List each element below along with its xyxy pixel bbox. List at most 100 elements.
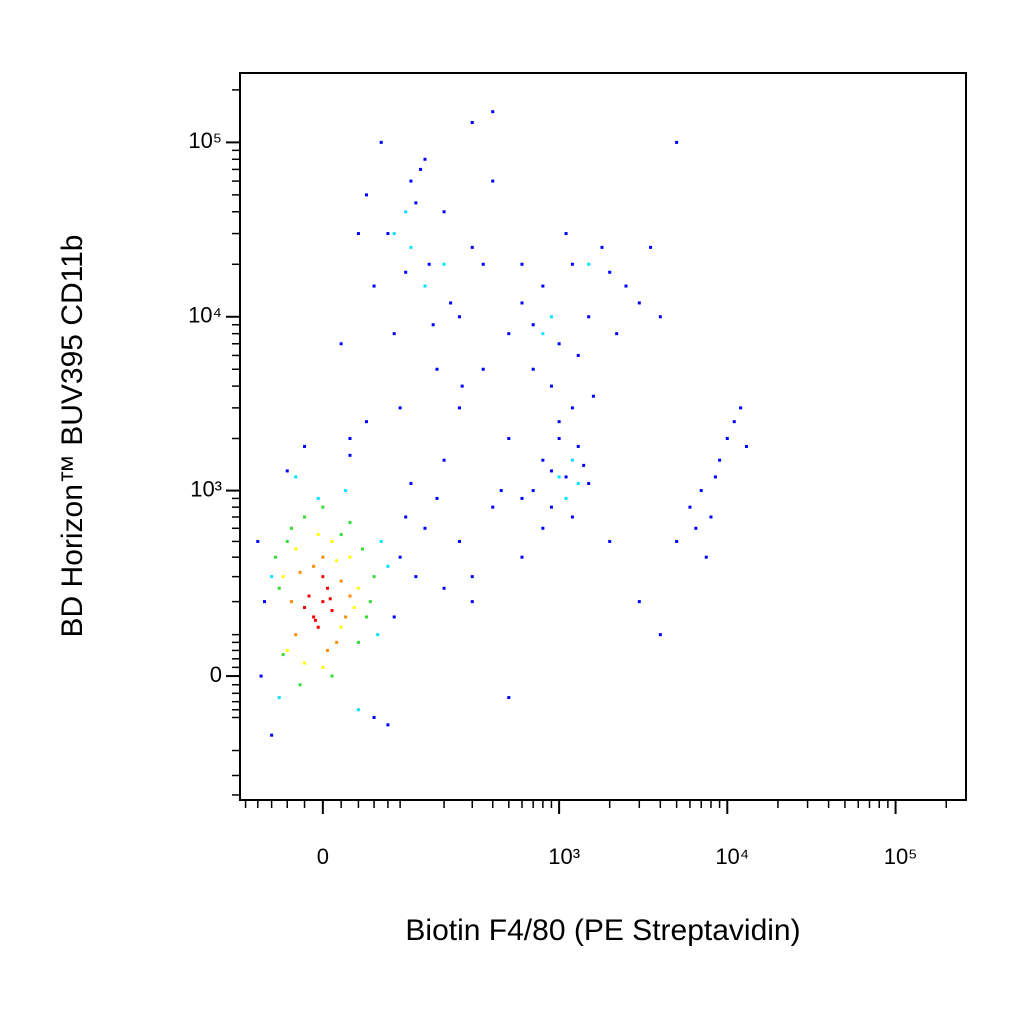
event-dot: [507, 332, 511, 336]
event-dot: [289, 600, 293, 604]
event-dot: [541, 284, 545, 288]
event-dot: [694, 526, 698, 530]
event-dot: [582, 463, 586, 467]
event-dot: [587, 481, 591, 485]
event-dot: [281, 653, 285, 657]
event-dot: [649, 245, 653, 249]
event-dot: [491, 179, 495, 183]
event-dot: [507, 696, 511, 700]
event-dot: [520, 555, 524, 559]
event-dot: [404, 515, 408, 519]
event-dot: [348, 594, 352, 598]
event-dot: [435, 367, 439, 371]
y-tick-label: 10⁴: [188, 303, 222, 328]
event-dot: [549, 315, 553, 319]
event-dot: [637, 301, 641, 305]
event-dot: [386, 723, 390, 727]
event-dot: [392, 615, 396, 619]
event-dot: [360, 547, 364, 551]
event-dot: [339, 579, 343, 583]
event-dot: [392, 232, 396, 236]
event-dot: [307, 594, 311, 598]
event-dot: [352, 605, 356, 609]
event-dot: [364, 193, 368, 197]
event-dot: [431, 323, 435, 327]
event-dot: [364, 615, 368, 619]
event-dot: [419, 167, 423, 171]
event-dot: [442, 458, 446, 462]
event-dot: [277, 586, 281, 590]
event-dot: [704, 555, 708, 559]
event-dot: [549, 505, 553, 509]
event-dot: [348, 555, 352, 559]
event-dot: [303, 661, 307, 665]
event-dot: [591, 394, 595, 398]
event-dot: [608, 270, 612, 274]
event-dot: [570, 458, 574, 462]
event-dot: [460, 384, 464, 388]
event-dot: [541, 458, 545, 462]
event-dot: [576, 353, 580, 357]
event-dot: [348, 520, 352, 524]
event-dot: [313, 618, 317, 622]
event-dot: [339, 533, 343, 537]
x-axis-label: Biotin F4/80 (PE Streptavidin): [405, 914, 800, 947]
event-dot: [303, 515, 307, 519]
event-dot: [372, 715, 376, 719]
event-dot: [285, 539, 289, 543]
event-dot: [348, 453, 352, 457]
y-tick-label: 10³: [190, 476, 222, 501]
event-dot: [321, 505, 325, 509]
event-dot: [570, 515, 574, 519]
event-dot: [520, 301, 524, 305]
event-dot: [262, 600, 266, 604]
event-dot: [294, 475, 298, 479]
plot-frame: [239, 72, 967, 801]
x-tick-label: 10⁵: [884, 844, 918, 869]
event-dot: [356, 640, 360, 644]
event-dot: [457, 406, 461, 410]
event-dot: [531, 323, 535, 327]
event-dot: [294, 547, 298, 551]
event-dot: [386, 232, 390, 236]
event-dot: [449, 301, 453, 305]
event-dot: [298, 683, 302, 687]
event-dot: [570, 262, 574, 266]
event-dot: [409, 245, 413, 249]
event-dot: [372, 575, 376, 579]
y-tick-label: 0: [210, 662, 222, 687]
event-dot: [281, 575, 285, 579]
event-dot: [564, 496, 568, 500]
event-dot: [348, 437, 352, 441]
event-dot: [285, 648, 289, 652]
event-dot: [557, 342, 561, 346]
event-dot: [356, 232, 360, 236]
event-dot: [398, 406, 402, 410]
event-dot: [328, 597, 332, 601]
event-dot: [608, 539, 612, 543]
event-dot: [409, 179, 413, 183]
event-dot: [392, 332, 396, 336]
event-dot: [344, 615, 348, 619]
event-dot: [285, 469, 289, 473]
event-dot: [587, 262, 591, 266]
event-dot: [675, 539, 679, 543]
event-dot: [316, 496, 320, 500]
event-dot: [732, 420, 736, 424]
event-dot: [688, 505, 692, 509]
event-dot: [481, 262, 485, 266]
event-dot: [356, 708, 360, 712]
event-dot: [325, 648, 329, 652]
event-dot: [427, 262, 431, 266]
event-dot: [725, 437, 729, 441]
event-dot: [386, 564, 390, 568]
event-dot: [557, 437, 561, 441]
event-dot: [404, 270, 408, 274]
event-dot: [557, 420, 561, 424]
event-dot: [442, 586, 446, 590]
y-tick-label: 10⁵: [188, 128, 222, 153]
event-dot: [321, 555, 325, 559]
y-axis-label: BD Horizon™ BUV395 CD11b: [56, 235, 89, 638]
event-dot: [587, 315, 591, 319]
